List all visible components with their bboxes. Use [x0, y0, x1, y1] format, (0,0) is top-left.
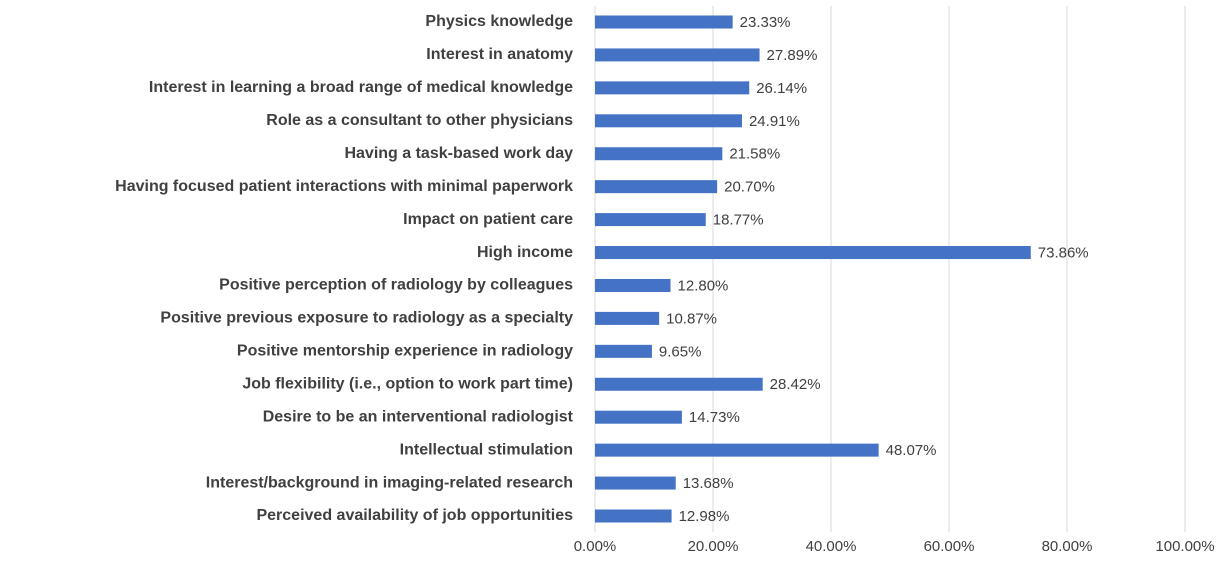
bar — [595, 410, 682, 424]
y-tick-label: Having a task-based work day — [344, 145, 573, 162]
value-label: 14.73% — [689, 409, 740, 426]
bar — [595, 213, 706, 227]
y-tick-label: Perceived availability of job opportunit… — [256, 507, 573, 524]
y-tick-label: Role as a consultant to other physicians — [266, 112, 573, 129]
x-tick-label: 40.00% — [806, 538, 857, 555]
value-label: 10.87% — [666, 310, 717, 327]
value-label: 73.86% — [1038, 245, 1089, 262]
bar — [595, 180, 718, 194]
bar — [595, 147, 723, 161]
y-tick-label: Positive mentorship experience in radiol… — [237, 343, 573, 360]
y-tick-label: Physics knowledge — [425, 13, 573, 30]
bar — [595, 15, 733, 29]
bar — [595, 311, 660, 325]
y-tick-label: Interest/background in imaging-related r… — [206, 474, 573, 491]
value-label: 21.58% — [729, 146, 780, 163]
bar — [595, 81, 750, 95]
value-label: 12.98% — [679, 508, 730, 525]
y-tick-label: Intellectual stimulation — [400, 441, 573, 458]
x-tick-label: 80.00% — [1042, 538, 1093, 555]
bar — [595, 377, 763, 391]
x-tick-label: 60.00% — [924, 538, 975, 555]
y-tick-label: High income — [477, 244, 573, 261]
bar — [595, 114, 742, 128]
value-label: 28.42% — [770, 376, 821, 393]
bar — [595, 48, 760, 62]
bar — [595, 246, 1031, 260]
bar — [595, 509, 672, 523]
x-tick-label: 20.00% — [688, 538, 739, 555]
value-label: 12.80% — [678, 277, 729, 294]
y-tick-label: Positive previous exposure to radiology … — [160, 310, 573, 327]
value-label: 26.14% — [756, 80, 807, 97]
x-tick-label: 100.00% — [1155, 538, 1214, 555]
value-label: 20.70% — [724, 179, 775, 196]
value-label: 27.89% — [767, 47, 818, 64]
bar — [595, 344, 652, 358]
value-label: 13.68% — [683, 475, 734, 492]
y-tick-label: Impact on patient care — [403, 211, 573, 228]
value-label: 48.07% — [886, 442, 937, 459]
value-label: 18.77% — [713, 212, 764, 229]
x-tick-label: 0.00% — [574, 538, 617, 555]
y-tick-label: Job flexibility (i.e., option to work pa… — [242, 375, 573, 392]
value-label: 24.91% — [749, 113, 800, 130]
y-tick-label: Having focused patient interactions with… — [115, 178, 573, 195]
y-tick-label: Interest in learning a broad range of me… — [149, 79, 573, 96]
y-tick-label: Positive perception of radiology by coll… — [219, 277, 573, 294]
y-tick-label: Interest in anatomy — [426, 46, 573, 63]
value-label: 9.65% — [659, 343, 702, 360]
bar — [595, 278, 671, 292]
bar — [595, 476, 676, 490]
y-tick-label: Desire to be an interventional radiologi… — [263, 408, 574, 425]
value-label: 23.33% — [740, 14, 791, 31]
bar — [595, 443, 879, 457]
